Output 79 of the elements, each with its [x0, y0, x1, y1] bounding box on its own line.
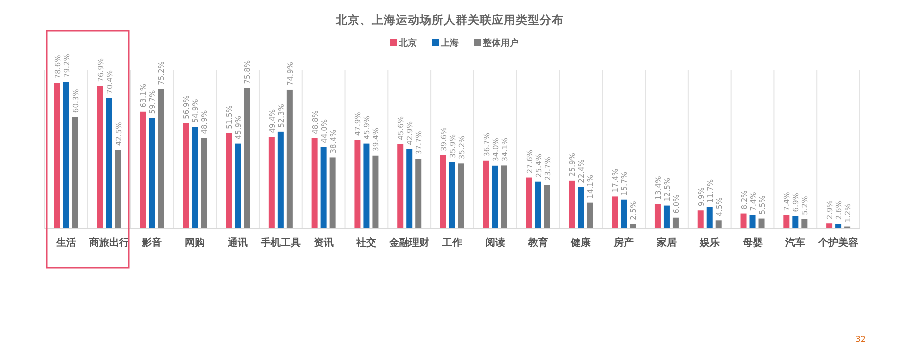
bar — [140, 112, 146, 229]
bar — [544, 185, 550, 229]
legend-label: 整体用户 — [482, 38, 519, 49]
text: 32 — [856, 335, 866, 344]
x-tick-label: 个护美容 — [818, 237, 859, 249]
bar — [201, 138, 208, 229]
bar — [440, 156, 446, 229]
bar — [72, 117, 78, 229]
bar — [621, 200, 628, 229]
bar — [244, 88, 250, 229]
bar — [97, 86, 104, 229]
bar — [750, 215, 756, 229]
bar — [535, 182, 542, 229]
bar — [706, 207, 713, 229]
bar — [268, 137, 275, 229]
x-tick-label: 手机工具 — [260, 237, 301, 249]
x-tick-label: 商旅出行 — [88, 237, 130, 249]
x-tick-label: 阅读 — [485, 237, 506, 249]
legend-label: 上海 — [440, 38, 459, 49]
bar — [63, 82, 70, 229]
x-tick-label: 资讯 — [314, 237, 334, 249]
x-tick-label: 金融理财 — [388, 237, 430, 249]
bar — [158, 89, 164, 229]
bar — [792, 216, 799, 229]
bar — [784, 215, 790, 229]
legend-label: 北京 — [398, 38, 417, 49]
bar — [354, 140, 361, 229]
bar — [54, 83, 60, 229]
x-tick-label: 工作 — [442, 237, 462, 249]
bar — [115, 150, 122, 229]
bar — [526, 178, 532, 229]
bar — [672, 218, 679, 229]
x-tick-label: 教育 — [527, 237, 548, 249]
x-tick-label: 生活 — [55, 237, 76, 249]
bar — [450, 162, 456, 229]
bar — [330, 158, 336, 229]
bar — [612, 196, 618, 229]
x-tick-label: 家居 — [656, 237, 677, 249]
bar — [654, 204, 661, 229]
bar — [286, 90, 293, 229]
x-tick-label: 房产 — [613, 237, 634, 249]
bar — [406, 149, 413, 229]
bar — [364, 144, 370, 229]
x-tick-label: 汽车 — [784, 237, 806, 249]
bar — [826, 224, 833, 229]
x-tick-label: 娱乐 — [698, 237, 720, 249]
x-tick-label: 社交 — [356, 237, 377, 249]
bar — [192, 127, 198, 229]
bar — [235, 144, 242, 229]
bar — [483, 160, 490, 229]
bar — [698, 210, 704, 229]
bar — [458, 164, 464, 229]
bar — [758, 218, 765, 229]
bar — [587, 202, 594, 229]
bar — [278, 132, 284, 229]
bar — [569, 180, 576, 229]
bar — [398, 144, 404, 229]
bar — [664, 206, 670, 229]
bar — [312, 138, 318, 229]
bar — [501, 166, 508, 229]
bar — [320, 147, 327, 229]
bar — [836, 224, 842, 229]
bar — [740, 214, 747, 229]
bar — [802, 219, 808, 229]
x-tick-label: 健康 — [570, 237, 592, 249]
x-tick-label: 影音 — [141, 237, 162, 249]
bar — [372, 156, 379, 229]
bar — [149, 118, 156, 229]
x-tick-label: 通讯 — [227, 237, 248, 249]
bar — [183, 123, 190, 229]
bar — [492, 166, 498, 229]
bar — [226, 133, 232, 229]
bar — [578, 187, 584, 229]
x-tick-label: 母婴 — [742, 237, 763, 249]
bar — [716, 220, 722, 229]
bar — [416, 159, 422, 229]
bar — [106, 98, 112, 229]
x-tick-label: 网购 — [185, 237, 206, 249]
chart-title: 北京、上海运动场所人群关联应用类型分布 — [335, 13, 564, 27]
